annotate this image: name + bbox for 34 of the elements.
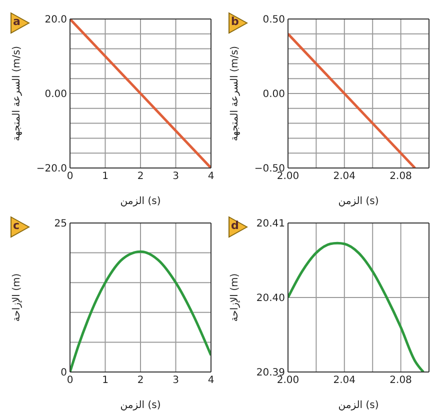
y-tick-label: 0.50 xyxy=(262,14,285,26)
y-axis-title: الإزاحة (m) xyxy=(12,273,23,322)
x-tick-label: 2.08 xyxy=(390,171,412,182)
text: a xyxy=(13,15,20,28)
line-series xyxy=(288,242,425,372)
y-tick-label: −20.0 xyxy=(36,164,67,175)
x-axis-title: الزمن (s) xyxy=(120,400,161,411)
y-tick-label: 20.41 xyxy=(256,218,285,230)
y-tick-label: 25 xyxy=(54,218,67,230)
x-tick-label: 1 xyxy=(102,171,108,182)
y-axis-title: السرعة المتجهة (m/s) xyxy=(230,46,241,142)
x-tick-label: 2.04 xyxy=(333,171,356,182)
y-tick-label: 0.00 xyxy=(44,89,67,100)
y-axis-title: السرعة المتجهة (m/s) xyxy=(12,46,23,142)
x-tick-label: 4 xyxy=(208,171,214,182)
x-tick-label: 2.04 xyxy=(333,375,356,386)
y-tick-label: 20.0 xyxy=(44,14,67,26)
text: c xyxy=(13,219,20,232)
x-axis-title: الزمن (s) xyxy=(338,400,379,411)
x-tick-label: 1 xyxy=(102,375,108,386)
x-tick-label: 2.08 xyxy=(390,375,412,386)
y-tick-label: 0.00 xyxy=(262,89,285,100)
x-tick-label: 2 xyxy=(137,375,144,386)
y-tick-label: 20.40 xyxy=(256,293,285,304)
text: b xyxy=(231,15,239,28)
x-tick-label: 3 xyxy=(172,171,179,182)
y-axis-title: الإزاحة (m) xyxy=(230,273,241,322)
x-axis-title: الزمن (s) xyxy=(120,196,161,207)
x-tick-label: 2 xyxy=(137,171,144,182)
x-tick-label: 4 xyxy=(208,375,214,386)
text: d xyxy=(231,219,239,232)
x-axis-title: الزمن (s) xyxy=(338,196,379,207)
y-tick-label: 0 xyxy=(60,368,67,379)
x-tick-label: 3 xyxy=(172,375,179,386)
